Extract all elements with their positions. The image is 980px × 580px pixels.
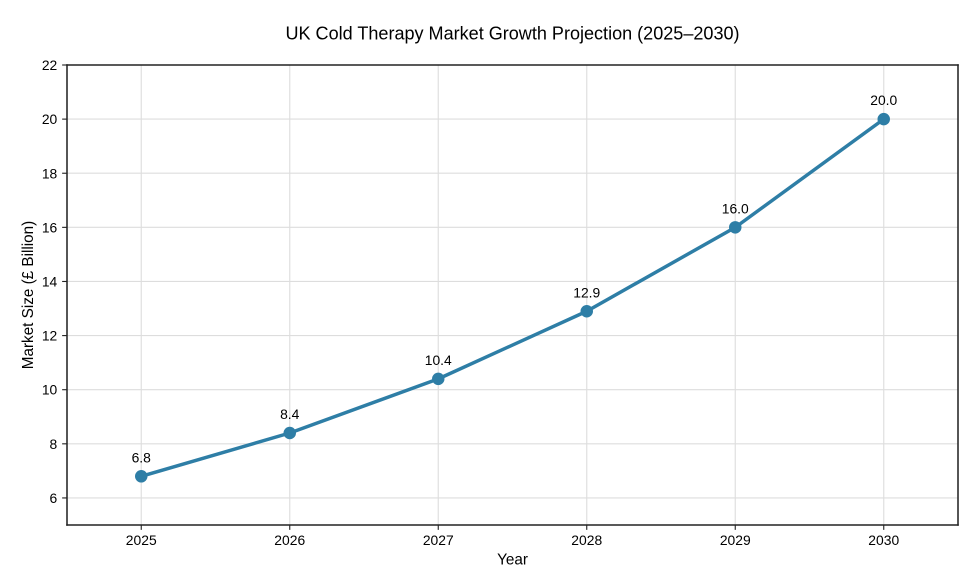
svg-text:16: 16 <box>42 219 58 235</box>
svg-text:6.8: 6.8 <box>132 449 152 465</box>
svg-text:Year: Year <box>497 551 528 568</box>
svg-text:20: 20 <box>42 111 58 127</box>
svg-text:8: 8 <box>50 436 58 452</box>
svg-text:2030: 2030 <box>868 532 899 548</box>
svg-text:2028: 2028 <box>571 532 602 548</box>
svg-text:Market Size (£ Billion): Market Size (£ Billion) <box>20 221 37 369</box>
svg-text:18: 18 <box>42 165 58 181</box>
svg-text:UK Cold Therapy Market Growth: UK Cold Therapy Market Growth Projection… <box>285 23 739 43</box>
svg-text:6: 6 <box>50 490 58 506</box>
svg-text:2027: 2027 <box>423 532 454 548</box>
svg-text:8.4: 8.4 <box>280 406 300 422</box>
svg-text:12: 12 <box>42 328 58 344</box>
svg-text:22: 22 <box>42 57 58 73</box>
svg-text:12.9: 12.9 <box>573 284 600 300</box>
svg-text:2025: 2025 <box>126 532 157 548</box>
svg-text:14: 14 <box>42 274 58 290</box>
svg-text:2029: 2029 <box>720 532 751 548</box>
svg-text:16.0: 16.0 <box>722 200 749 216</box>
svg-text:10.4: 10.4 <box>425 352 452 368</box>
svg-text:2026: 2026 <box>274 532 305 548</box>
svg-text:20.0: 20.0 <box>870 92 897 108</box>
svg-text:10: 10 <box>42 382 58 398</box>
